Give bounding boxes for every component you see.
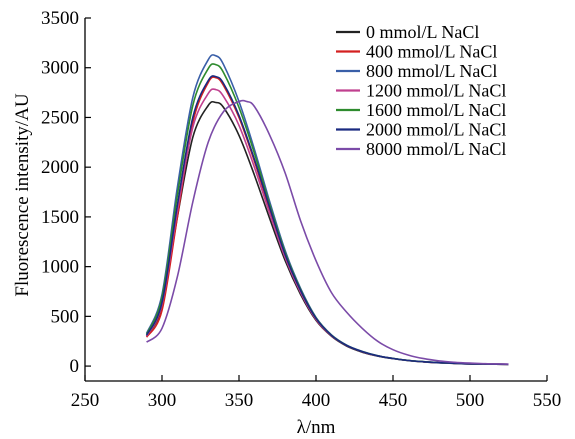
series-line-5: [145, 75, 509, 366]
y-tick-label: 0: [70, 356, 80, 377]
y-axis-label: Fluorescence intensity/AU: [12, 93, 33, 296]
y-tick-label: 3000: [41, 58, 79, 79]
legend-label: 8000 mmol/L NaCl: [366, 139, 506, 159]
x-tick-label: 350: [225, 390, 254, 411]
x-ticks: 250 300 350 400 450 500 550: [71, 375, 562, 411]
x-tick-label: 450: [379, 390, 408, 411]
legend-label: 0 mmol/L NaCl: [366, 22, 479, 42]
y-tick-label: 3500: [41, 8, 79, 29]
y-tick-label: 1000: [41, 257, 79, 278]
y-tick-label: 500: [51, 306, 80, 327]
y-tick-label: 2000: [41, 157, 79, 178]
x-tick-label: 500: [456, 390, 485, 411]
x-tick-label: 550: [533, 390, 562, 411]
x-tick-label: 400: [302, 390, 331, 411]
x-tick-label: 250: [71, 390, 100, 411]
legend-label: 1600 mmol/L NaCl: [366, 100, 506, 120]
x-axis-label: λ/nm: [297, 417, 336, 438]
series-lines: [145, 54, 509, 366]
y-ticks: 0 500 1000 1500 2000 2500 3000 3500: [41, 8, 91, 377]
x-tick-label: 300: [148, 390, 177, 411]
legend-label: 1200 mmol/L NaCl: [366, 81, 506, 101]
legend-label: 2000 mmol/L NaCl: [366, 120, 506, 140]
legend-label: 800 mmol/L NaCl: [366, 61, 497, 81]
y-tick-label: 1500: [41, 207, 79, 228]
series-line-6: [146, 99, 509, 365]
legend-label: 400 mmol/L NaCl: [366, 42, 497, 62]
y-tick-label: 2500: [41, 107, 79, 128]
